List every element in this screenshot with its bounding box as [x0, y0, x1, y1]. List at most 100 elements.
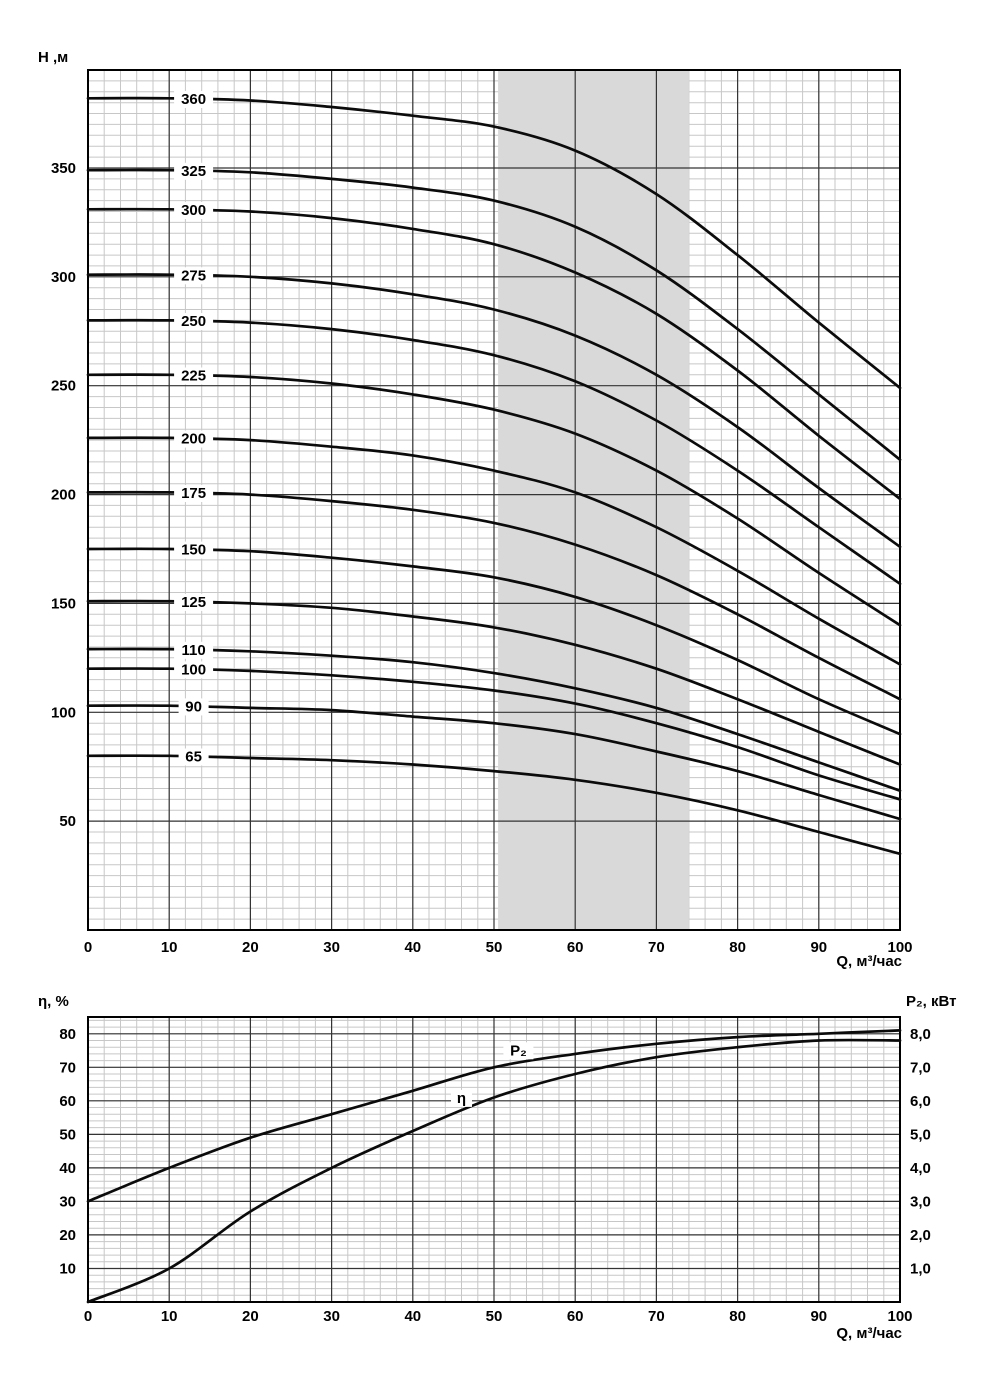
- curve-150: [86, 547, 902, 736]
- curve-label-250: 250: [181, 313, 206, 330]
- curve-100: [86, 667, 902, 801]
- tick-label: 10: [161, 939, 178, 956]
- tick-label: 40: [404, 1308, 421, 1325]
- curve-250: [86, 318, 902, 586]
- curve-label-bg: [178, 698, 209, 716]
- curve-label-100: 100: [181, 661, 206, 678]
- curve-label-P₂: P₂: [510, 1042, 527, 1059]
- x-axis-title: Q, м³/час: [836, 953, 902, 970]
- tick-label: 200: [51, 487, 76, 504]
- curve-200: [86, 436, 902, 666]
- curve-label-125: 125: [181, 594, 206, 611]
- curve-90: [86, 704, 902, 821]
- curve-65: [86, 754, 902, 856]
- curve-label-bg: [174, 541, 214, 559]
- tick-label: 50: [59, 1126, 76, 1143]
- curve-label-η: η: [457, 1090, 466, 1107]
- y-axis-title: η, %: [38, 993, 69, 1010]
- tick-label: 80: [59, 1026, 76, 1043]
- curve-label-360: 360: [181, 91, 206, 108]
- tick-label: 90: [810, 1308, 827, 1325]
- curve-300: [86, 207, 902, 501]
- tick-label: 50: [59, 813, 76, 830]
- y-axis-title: Н ,м: [38, 49, 68, 66]
- curve-label-bg: [174, 267, 214, 285]
- tick-label: 60: [59, 1093, 76, 1110]
- tick-label: 60: [567, 1308, 584, 1325]
- tick-label: 20: [59, 1227, 76, 1244]
- tick-label: 3,0: [910, 1193, 931, 1210]
- curve-325: [86, 168, 902, 462]
- tick-label: 70: [648, 939, 665, 956]
- tick-label: 90: [810, 939, 827, 956]
- curve-label-225: 225: [181, 368, 206, 385]
- curve-110: [86, 647, 902, 793]
- tick-label: 30: [59, 1193, 76, 1210]
- tick-label: 20: [242, 939, 259, 956]
- tick-label: 70: [59, 1059, 76, 1076]
- tick-label: 10: [161, 1308, 178, 1325]
- curve-label-bg: [174, 593, 214, 611]
- curve-label-175: 175: [181, 485, 206, 502]
- tick-label: 0: [84, 939, 92, 956]
- curve-label-bg: [174, 641, 214, 659]
- tick-label: 350: [51, 160, 76, 177]
- curve-label-bg: [174, 313, 214, 330]
- tick-label: 10: [59, 1261, 76, 1278]
- x-axis-title: Q, м³/час: [836, 1325, 902, 1342]
- curve-P₂: [86, 1029, 902, 1203]
- curve-125: [86, 599, 902, 766]
- tick-label: 30: [323, 939, 340, 956]
- tick-label: 2,0: [910, 1227, 931, 1244]
- curve-label-110: 110: [181, 642, 205, 659]
- curve-label-150: 150: [181, 542, 206, 559]
- curve-label-bg: [174, 162, 214, 180]
- right-y-axis-title: P₂, кВт: [906, 993, 957, 1010]
- tick-label: 7,0: [910, 1059, 931, 1076]
- curve-label-bg: [174, 202, 214, 219]
- tick-label: 5,0: [910, 1126, 931, 1143]
- curve-label-300: 300: [181, 202, 206, 219]
- curve-225: [86, 373, 902, 627]
- curve-label-65: 65: [185, 749, 202, 766]
- curve-label-bg: [503, 1042, 534, 1060]
- tick-label: 60: [567, 939, 584, 956]
- efficiency-power-chart: 0 10 20 30 40 50 60 70 80 90 100 10 20 30 40 50 60 70 80 1,…: [38, 993, 957, 1342]
- curve-275: [86, 273, 902, 549]
- tick-label: 6,0: [910, 1093, 931, 1110]
- tick-label: 100: [887, 1308, 912, 1325]
- head-flow-chart: 0 10 20 30 40 50 60 70 80 90 100 50 100 150 200 250 300 3…: [38, 49, 913, 970]
- curve-360: [86, 96, 902, 390]
- tick-label: 70: [648, 1308, 665, 1325]
- curve-label-90: 90: [185, 698, 202, 715]
- curve-label-bg: [178, 748, 209, 766]
- curve-label-bg: [174, 91, 214, 108]
- tick-label: 8,0: [910, 1026, 931, 1043]
- curve-label-200: 200: [181, 431, 206, 448]
- tick-label: 0: [84, 1308, 92, 1325]
- tick-label: 40: [404, 939, 421, 956]
- curve-label-bg: [174, 485, 214, 502]
- major-grid: [87, 1017, 901, 1302]
- curve-label-325: 325: [181, 163, 206, 180]
- tick-label: 40: [59, 1160, 76, 1177]
- tick-label: 4,0: [910, 1160, 931, 1177]
- tick-label: 50: [486, 1308, 503, 1325]
- curve-175: [86, 490, 902, 701]
- curve-label-bg: [451, 1089, 472, 1107]
- plot-border: [87, 1016, 901, 1303]
- curve-η: [86, 1038, 902, 1304]
- curve-label-bg: [174, 661, 214, 679]
- tick-label: 50: [486, 939, 503, 956]
- tick-label: 30: [323, 1308, 340, 1325]
- tick-label: 100: [51, 704, 76, 721]
- curve-label-bg: [174, 430, 214, 448]
- tick-label: 150: [51, 595, 76, 612]
- curve-label-275: 275: [181, 267, 206, 284]
- tick-label: 100: [887, 939, 912, 956]
- tick-label: 20: [242, 1308, 259, 1325]
- tick-label: 80: [729, 1308, 746, 1325]
- tick-label: 250: [51, 378, 76, 395]
- tick-label: 80: [729, 939, 746, 956]
